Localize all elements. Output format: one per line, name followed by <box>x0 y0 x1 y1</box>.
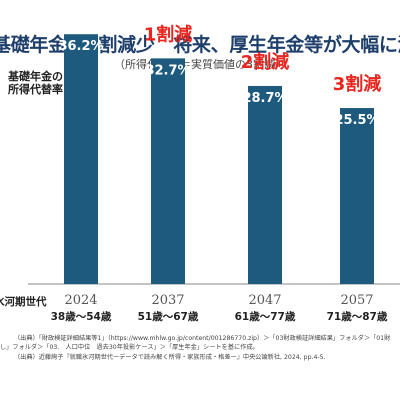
age-range-2024: 38歳～54歳 <box>51 310 112 323</box>
source-note-3: （出典）近藤絢子『就職氷河期世代ーデータで読み解く所得・家族形成・格差ー』中央公… <box>14 354 326 361</box>
value-label-2024: 36.2% <box>58 39 103 54</box>
x-tick-2057: 2057 <box>340 293 373 308</box>
value-label-2057: 25.5% <box>334 113 379 128</box>
reduction-annotation-2057: 3割減 <box>333 73 382 95</box>
bar-2024 <box>64 34 98 284</box>
reduction-annotation-2037: 1割減 <box>144 23 193 45</box>
generation-label: 氷河期世代 <box>0 295 47 308</box>
page-title: 基礎年金が3割減少 将来、厚生年金等が大幅に減 <box>0 34 400 56</box>
age-range-2057: 71歳～87歳 <box>327 310 388 323</box>
x-tick-2037: 2037 <box>151 293 184 308</box>
bar-2047 <box>248 85 282 284</box>
x-tick-2047: 2047 <box>248 293 281 308</box>
reduction-annotation-2047: 2割減 <box>241 51 290 73</box>
bar-2037 <box>151 58 185 285</box>
y-axis-label-line-2: 所得代替率 <box>8 82 63 96</box>
value-label-2047: 28.7% <box>242 91 287 106</box>
age-range-2037: 51歳～67歳 <box>138 310 199 323</box>
source-note-1: （出典）「財政検証詳細結果等1」（https://www.mhlw.go.jp/… <box>14 335 391 342</box>
x-tick-2024: 2024 <box>64 293 97 308</box>
age-range-2047: 61歳～77歳 <box>235 310 296 323</box>
y-axis-label-line-1: 基礎年金の <box>7 69 63 83</box>
bar-2057 <box>340 108 374 284</box>
value-label-2037: 32.7% <box>145 63 190 78</box>
source-note-2: し」フォルダ＞「03. 人口中位 過去30年投影ケース」＞「厚生年金」シートを基… <box>0 344 259 351</box>
